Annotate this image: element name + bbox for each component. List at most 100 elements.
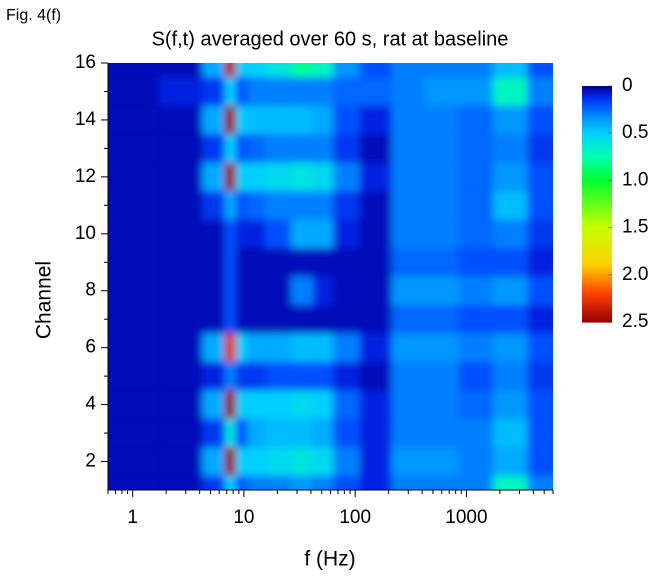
colorbar-swatch [582,296,612,299]
heat-cell [391,418,426,448]
colorbar-swatch [582,135,612,138]
colorbar-swatch [582,243,612,246]
heat-cell [224,276,236,305]
heat-cell [290,162,314,192]
heat-cell [492,191,528,220]
heat-cell [333,105,360,135]
heat-cell [159,162,203,192]
x-axis-label: f (Hz) [304,548,355,571]
heat-cell [313,304,334,334]
heat-cell [108,361,160,391]
colorbar-swatch [582,263,612,266]
heat-cell [202,134,225,163]
heat-cell [492,333,528,362]
heat-cell [202,77,225,106]
colorbar-swatch [582,298,612,301]
heat-cell [391,134,426,163]
colorbar-swatch [582,278,612,282]
colorbar-swatch [582,127,612,130]
heat-cell [333,191,360,220]
heat-cell [290,219,314,249]
heatmap [108,63,553,490]
heat-cell [235,63,248,78]
colorbar-swatch [582,129,612,132]
heat-cell [313,191,334,220]
colorbar-swatch [582,131,612,134]
heat-cell [313,333,334,362]
colorbar-swatch [582,233,612,237]
heat-cell [235,191,248,220]
heat-cell [108,276,160,305]
heat-cell [391,248,426,277]
heat-cell [202,390,225,419]
heat-cell [224,77,236,106]
colorbar: 0 0.5 1.0 1.5 2.0 2.5 [582,75,648,332]
heat-cell [527,248,553,277]
heat-cell [235,219,248,249]
heat-cell [290,447,314,476]
heat-cell [391,390,426,419]
heat-cell [108,77,160,106]
colorbar-tick-label: 1.0 [622,169,648,190]
heat-cell [247,418,266,448]
heat-cell [333,248,360,277]
heat-cell [202,63,225,78]
colorbar-swatch [582,249,612,252]
heat-cell [159,304,203,334]
heat-cell [224,333,236,362]
heat-cell [425,191,459,220]
heat-cell [492,248,528,277]
heat-cell [265,77,291,106]
heat-cell [313,276,334,305]
heat-cell [247,276,266,305]
heat-cell [359,390,392,419]
heat-cell [235,304,248,334]
colorbar-swatch [582,266,612,270]
heat-cell [235,276,248,305]
heat-cell [458,77,493,106]
colorbar-swatch [582,176,612,180]
heat-cell [265,390,291,419]
heat-cell [202,475,225,490]
heat-cell [527,77,553,106]
heat-cell [425,162,459,192]
heat-cell [359,304,392,334]
heat-cell [265,219,291,249]
heat-cell [359,134,392,163]
heat-cell [492,276,528,305]
heat-cell [265,191,291,220]
colorbar-tick-label: 0 [622,75,633,96]
heat-cell [527,63,553,78]
heat-cell [458,304,493,334]
heat-cell [159,63,203,78]
heat-cell [202,248,225,277]
heat-cell [108,304,160,334]
heat-cell [359,105,392,135]
heat-cell [108,219,160,249]
heat-cell [492,475,528,490]
colorbar-swatch [582,213,612,217]
heat-cell [159,191,203,220]
heat-cell [159,475,203,490]
colorbar-swatch [582,217,612,221]
heat-cell [224,447,236,476]
colorbar-swatch [582,223,612,227]
heat-cell [202,105,225,135]
heat-cell [333,63,360,78]
colorbar-swatch [582,146,612,150]
heat-cell [159,333,203,362]
heat-cell [359,475,392,490]
colorbar-tick-label: 0.5 [622,122,648,143]
heat-cell [359,219,392,249]
heat-cell [333,162,360,192]
heat-cell [108,63,160,78]
heat-cell [333,333,360,362]
heat-cell [333,134,360,163]
colorbar-swatch [582,231,612,235]
heat-cell [159,219,203,249]
colorbar-swatch [582,310,612,313]
heat-cell [391,475,426,490]
heat-cell [224,105,236,135]
heat-cell [359,276,392,305]
